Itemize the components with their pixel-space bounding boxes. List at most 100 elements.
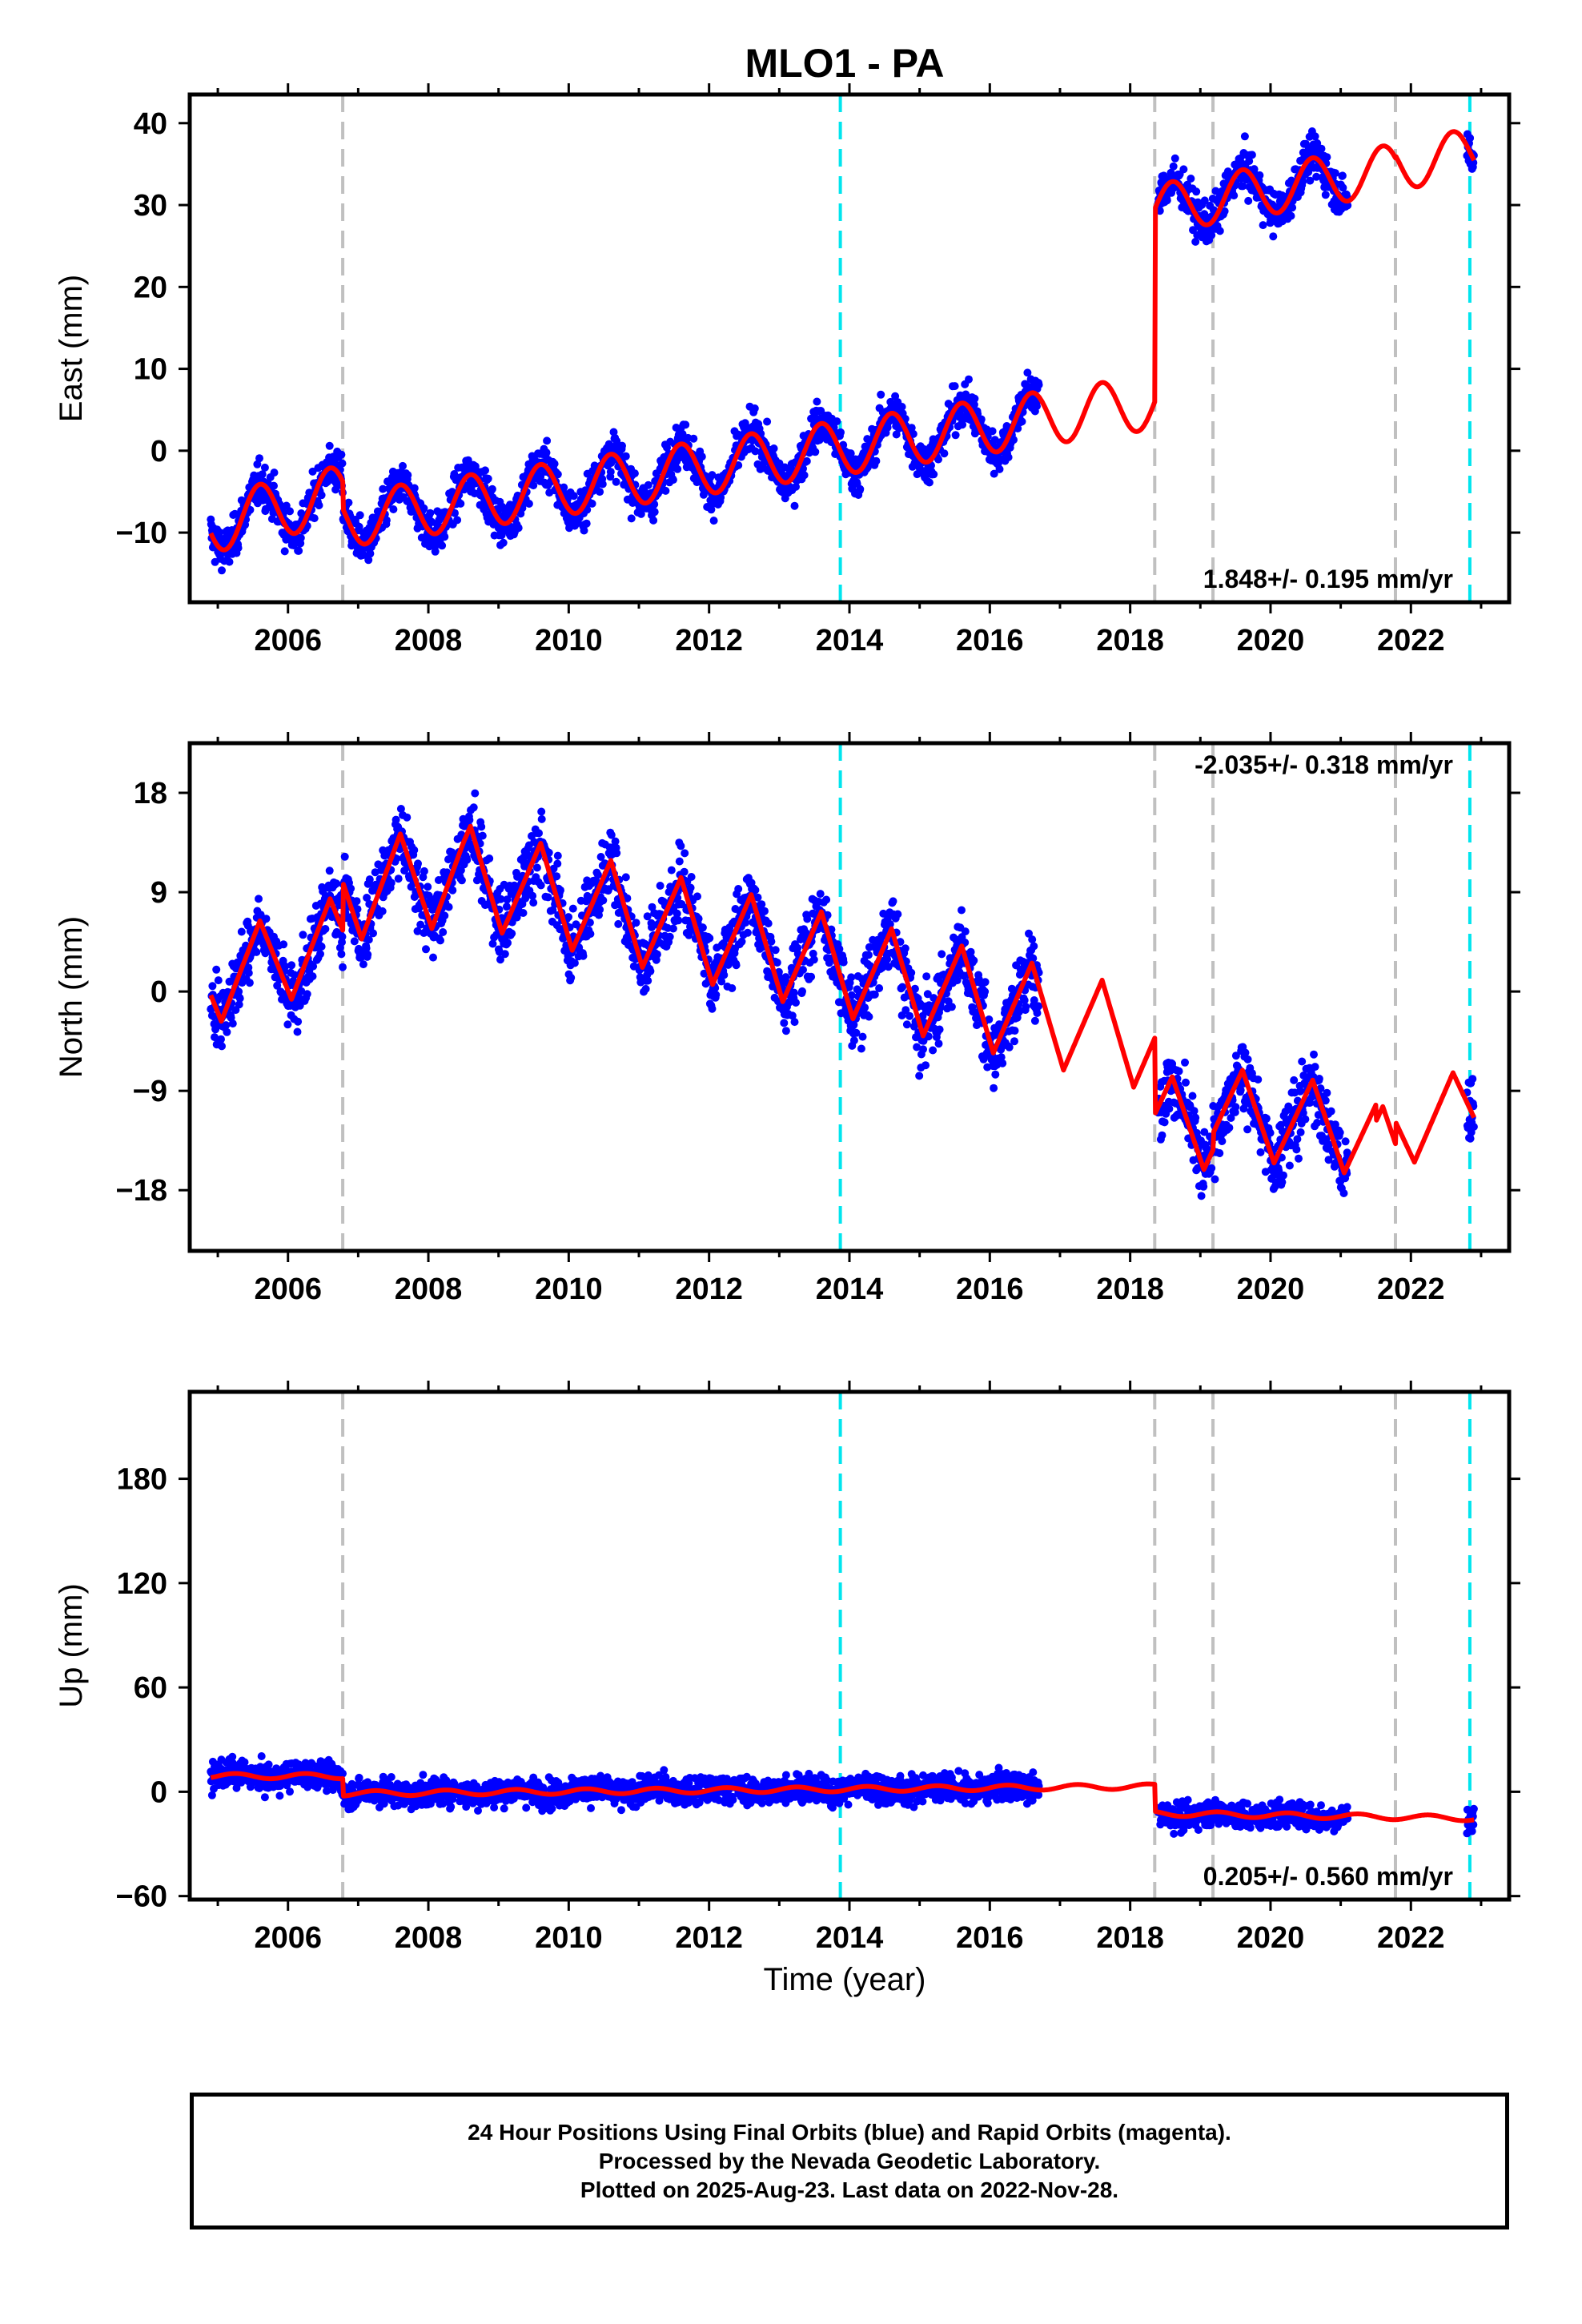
data-point: [1191, 1113, 1200, 1122]
data-point: [650, 500, 659, 509]
data-point: [1230, 191, 1239, 200]
data-point: [644, 480, 652, 489]
data-point: [453, 516, 462, 525]
data-point: [1323, 1088, 1331, 1097]
data-point: [1301, 1115, 1310, 1124]
data-point: [693, 892, 701, 901]
data-point: [606, 468, 615, 476]
data-point: [1295, 1154, 1303, 1163]
data-point: [792, 482, 800, 491]
data-point: [872, 456, 881, 465]
data-point: [270, 481, 278, 490]
x-tick-label: 2008: [395, 624, 463, 657]
y-tick-label: 30: [134, 189, 167, 223]
data-point: [1247, 151, 1256, 159]
data-point: [225, 557, 234, 566]
data-point: [1215, 1149, 1224, 1157]
data-point: [990, 1084, 998, 1092]
data-point: [499, 538, 508, 547]
data-point: [255, 454, 263, 463]
data-point: [669, 924, 677, 933]
data-point: [833, 417, 841, 426]
data-point: [921, 1061, 930, 1070]
data-point: [781, 1027, 790, 1035]
data-point: [316, 950, 324, 959]
data-point: [366, 549, 375, 558]
data-point: [535, 829, 543, 838]
data-point: [260, 463, 269, 472]
data-point: [218, 1042, 226, 1051]
data-point: [686, 883, 695, 892]
data-point: [764, 919, 773, 928]
data-point: [1341, 1137, 1350, 1146]
data-point: [898, 983, 907, 991]
data-point: [569, 492, 578, 501]
data-point: [404, 471, 412, 480]
data-point: [951, 431, 960, 440]
data-point: [553, 851, 562, 860]
data-point: [922, 972, 931, 981]
y-tick-label: −10: [116, 517, 167, 550]
data-point: [484, 474, 492, 483]
data-point: [355, 511, 364, 520]
data-point: [295, 546, 303, 555]
data-point: [1243, 1055, 1252, 1063]
x-tick-label: 2006: [254, 1273, 322, 1306]
data-point: [680, 867, 689, 876]
data-point: [294, 1017, 303, 1026]
y-tick-label: 0: [151, 975, 167, 1009]
data-point: [463, 855, 472, 864]
data-point: [632, 919, 640, 927]
data-point: [1254, 1076, 1263, 1084]
y-tick-label: 0: [151, 435, 167, 468]
data-point: [214, 976, 223, 985]
data-point: [728, 984, 737, 992]
data-point: [750, 404, 759, 412]
data-point: [308, 972, 317, 981]
data-point: [429, 953, 437, 962]
data-point: [1469, 1123, 1478, 1131]
data-point: [1211, 1175, 1219, 1184]
x-tick-label: 2022: [1377, 624, 1445, 657]
data-point: [387, 879, 396, 887]
data-point: [612, 849, 621, 858]
data-point: [907, 968, 916, 977]
data-point: [767, 937, 776, 946]
data-point: [847, 973, 856, 982]
data-point: [792, 999, 800, 1007]
data-point: [1315, 1075, 1323, 1083]
data-point: [529, 899, 538, 907]
data-point: [698, 923, 707, 932]
data-point: [504, 939, 512, 947]
data-point: [1186, 175, 1195, 183]
data-point: [218, 566, 226, 575]
data-point: [1162, 196, 1171, 205]
data-point: [1010, 1037, 1018, 1046]
data-point: [524, 500, 533, 508]
data-point: [234, 544, 243, 553]
data-point: [1331, 169, 1339, 178]
data-point: [424, 883, 432, 891]
data-point: [1018, 417, 1026, 426]
data-point: [1022, 1003, 1030, 1011]
data-point: [529, 481, 538, 490]
data-point: [687, 873, 696, 881]
data-point: [1266, 1128, 1275, 1137]
data-point: [1174, 1067, 1183, 1076]
data-point: [500, 950, 509, 959]
data-point: [1231, 1103, 1240, 1112]
data-point: [231, 509, 239, 518]
data-point: [649, 516, 658, 525]
data-point: [846, 449, 855, 458]
data-point: [947, 1003, 956, 1011]
data-point: [315, 501, 323, 509]
data-point: [799, 464, 807, 473]
y-tick-label: 40: [134, 107, 167, 141]
panel-east: 2006 2008 2010 2012 2014 2016 2018 2020 20224030…: [54, 83, 1520, 657]
data-point: [1236, 1086, 1245, 1095]
data-point: [378, 907, 387, 915]
data-point: [893, 910, 902, 919]
east-observed-points: [207, 127, 1478, 575]
data-point: [286, 507, 294, 516]
